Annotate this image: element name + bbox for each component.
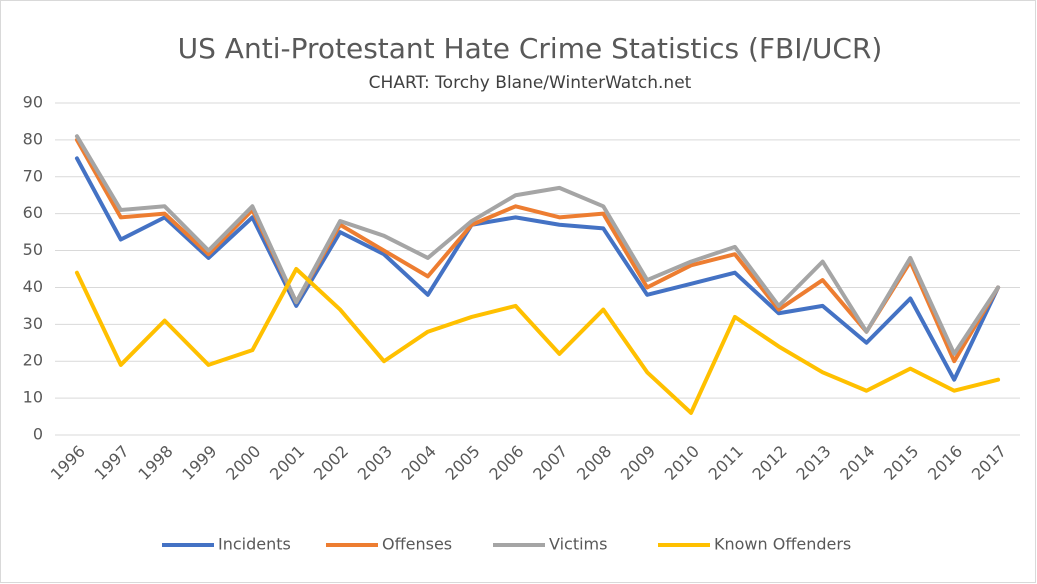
y-tick-label: 60 — [23, 203, 43, 222]
chart-title: US Anti-Protestant Hate Crime Statistics… — [178, 32, 883, 65]
series-line — [74, 156, 1001, 382]
y-tick-label: 40 — [23, 277, 43, 296]
y-tick-label: 20 — [23, 351, 43, 370]
legend-label: Incidents — [218, 535, 291, 554]
y-tick-label: 50 — [23, 240, 43, 259]
y-tick-label: 30 — [23, 314, 43, 333]
y-tick-label: 0 — [33, 425, 43, 444]
y-tick-label: 10 — [23, 388, 43, 407]
y-tick-label: 90 — [23, 93, 43, 112]
y-tick-label: 80 — [23, 129, 43, 148]
legend-label: Victims — [549, 535, 607, 554]
series-line — [74, 267, 1001, 415]
legend-label: Offenses — [382, 535, 452, 554]
chart-subtitle: CHART: Torchy Blane/WinterWatch.net — [369, 73, 692, 93]
series-line — [74, 137, 1001, 364]
y-tick-label: 70 — [23, 166, 43, 185]
legend-label: Known Offenders — [714, 535, 851, 554]
series-line — [74, 134, 1001, 356]
